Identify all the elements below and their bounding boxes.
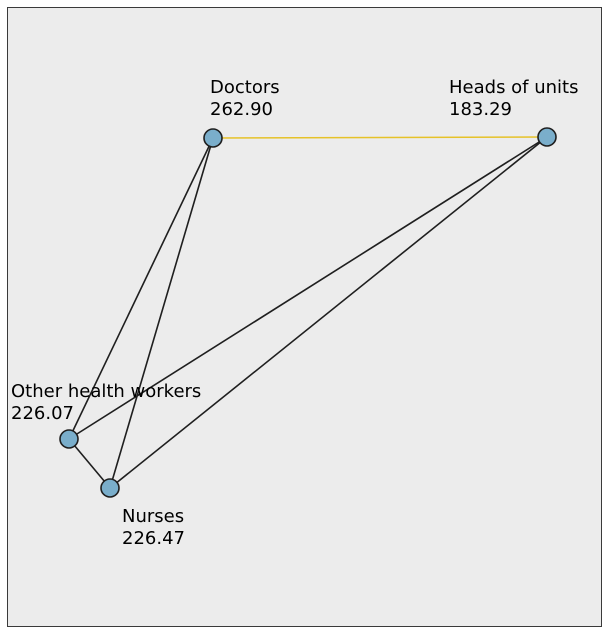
labels-layer: Doctors 262.90 Heads of units 183.29 Oth… [11, 77, 579, 549]
edge-heads-nurses [109, 136, 548, 489]
node-doctors[interactable] [203, 128, 223, 148]
edge-doctors-heads [212, 136, 548, 139]
node-label-doctors-value: 262.90 [210, 99, 273, 120]
edge-other-nurses [68, 438, 111, 489]
node-label-nurses-value: 226.47 [122, 528, 185, 549]
edge-doctors-other [68, 137, 214, 440]
node-other[interactable] [59, 429, 79, 449]
node-label-doctors-name: Doctors [210, 77, 280, 98]
edges-layer [68, 136, 548, 489]
node-label-other-name: Other health workers [11, 381, 201, 402]
node-heads[interactable] [537, 127, 557, 147]
nodes-layer [59, 127, 557, 498]
node-label-heads-value: 183.29 [449, 99, 512, 120]
network-diagram: Doctors 262.90 Heads of units 183.29 Oth… [11, 77, 579, 549]
node-label-heads-name: Heads of units [449, 77, 579, 98]
edge-doctors-nurses [109, 137, 214, 489]
node-nurses[interactable] [100, 478, 120, 498]
diagram-frame [7, 7, 602, 627]
edge-heads-other [68, 136, 548, 440]
node-label-nurses-name: Nurses [122, 506, 184, 527]
node-label-other-value: 226.07 [11, 403, 74, 424]
